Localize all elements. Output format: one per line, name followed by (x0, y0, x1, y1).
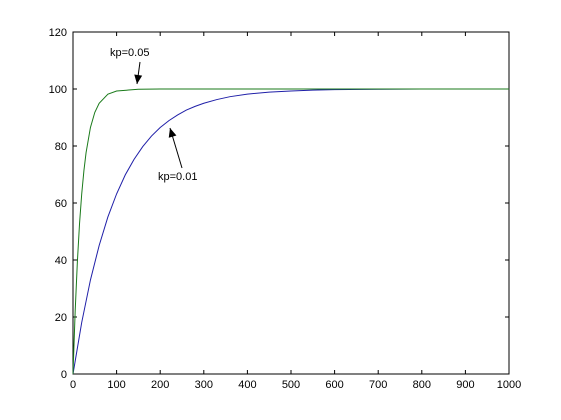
annotation-label: kp=0.01 (158, 171, 197, 183)
y-tick-label: 40 (55, 255, 67, 267)
x-tick-label: 1000 (497, 379, 521, 391)
x-tick-label: 0 (70, 379, 76, 391)
y-tick-label: 100 (49, 84, 67, 96)
x-tick-label: 700 (369, 379, 387, 391)
x-tick-label: 400 (238, 379, 256, 391)
y-tick-label: 80 (55, 141, 67, 153)
annotation-arrowhead (168, 128, 177, 138)
x-tick-label: 300 (195, 379, 213, 391)
annotations: kp=0.05 kp=0.01 (110, 47, 197, 183)
y-tick-label: 0 (61, 369, 67, 381)
x-tick-label: 200 (151, 379, 169, 391)
series-lines (72, 88, 509, 375)
plot-area (72, 31, 510, 375)
series-line-0 (72, 88, 509, 375)
annotation-arrowhead (134, 74, 143, 84)
x-tick-label: 800 (413, 379, 431, 391)
series-line-1 (72, 88, 509, 375)
x-tick-label: 600 (325, 379, 343, 391)
x-tick-label: 100 (107, 379, 125, 391)
x-tick-label: 900 (456, 379, 474, 391)
x-tick-label: 500 (282, 379, 300, 391)
y-tick-label: 20 (55, 312, 67, 324)
y-tick-label: 120 (49, 27, 67, 39)
axis-ticks: 0 100 200 300 400 500 600 700 800 900 1000 0 20 40 60 8… (49, 27, 522, 391)
y-tick-label: 60 (55, 198, 67, 210)
annotation-label: kp=0.05 (110, 47, 149, 59)
